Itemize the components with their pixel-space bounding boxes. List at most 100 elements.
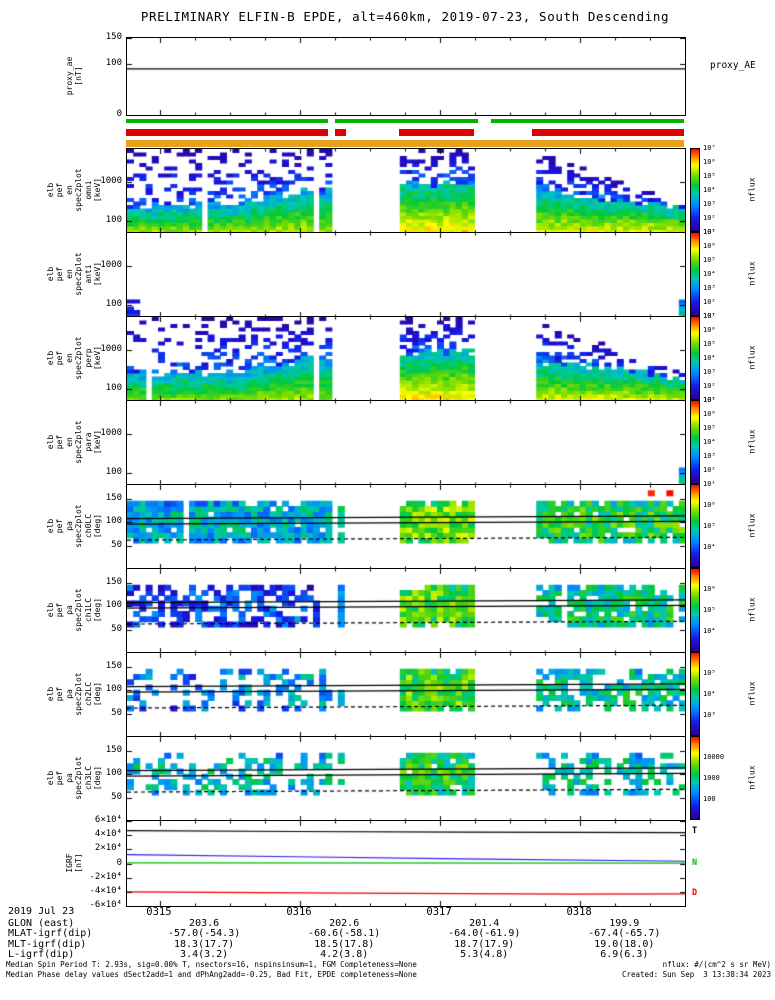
y-tick-label: 1000 <box>100 344 122 355</box>
energy-spectrogram-perp <box>126 316 686 402</box>
zone-bar-orange <box>126 140 684 147</box>
y-tick-label: 50 <box>111 791 122 802</box>
colorbar-tick-label: 10⁴ <box>703 438 716 446</box>
y-tick-label: 50 <box>111 707 122 718</box>
y-tick-label: 150 <box>105 32 122 42</box>
plot-title: PRELIMINARY ELFIN-B EPDE, alt=460km, 201… <box>140 9 670 24</box>
y-tick-label: 100 <box>105 215 122 226</box>
proxy-ae-series-label: proxy_AE <box>710 60 756 71</box>
igrf-component-label-D: D <box>692 888 698 899</box>
colorbar-tick-label: 10⁴ <box>703 543 716 551</box>
colorbar-tick-label: 10⁴ <box>703 186 716 194</box>
time-tick-label: 0315 <box>146 906 172 918</box>
ephemeris-row-label: MLAT-igrf(dip) <box>8 928 93 939</box>
colorbar-tick-label: 10² <box>703 297 716 306</box>
colorbar-tick-label: 10¹ <box>703 228 716 236</box>
y-tick-label: 150 <box>105 745 122 755</box>
ephemeris-value: 199.9 <box>609 917 640 929</box>
y-tick-label: 150 <box>105 493 122 503</box>
footer-phase-delay-note: Median Phase delay values dSect2add=1 an… <box>6 970 417 979</box>
time-tick-label: 0316 <box>286 906 312 918</box>
y-tick-label: 100 <box>105 383 122 394</box>
pitch-angle-spectrogram-ch2lc <box>126 652 686 738</box>
colorbar-tick-label: 100 <box>703 795 716 803</box>
colorbar-tick-label: 10³ <box>703 452 716 461</box>
ephemeris-value: 19.0(18.0) <box>594 938 655 950</box>
colorbar-tick-label: 10¹ <box>703 312 716 320</box>
colorbar-ch3 <box>690 736 700 820</box>
colorbar-tick-label: 10⁴ <box>703 354 716 362</box>
colorbar-ch2 <box>690 652 700 736</box>
y-tick-label: 50 <box>111 623 122 634</box>
colorbar-tick-label: 10⁷ <box>703 396 716 404</box>
y-tick-label: -2×10⁴ <box>89 871 122 882</box>
pitch-angle-spectrogram-ch1lc <box>126 568 686 654</box>
colorbar-tick-label: 10⁶ <box>703 501 716 509</box>
y-tick-label: -6×10⁴ <box>89 900 122 910</box>
colorbar-title-ch0: nflux <box>747 513 757 538</box>
colorbar-tick-label: 10³ <box>703 200 716 209</box>
colorbar-tick-label: 10⁷ <box>703 228 716 236</box>
colorbar-tick-label: 10⁶ <box>703 585 716 593</box>
colorbar-tick-label: 10⁶ <box>703 242 716 251</box>
y-tick-label: 0 <box>116 109 122 119</box>
footer-created-timestamp: Created: Sun Sep 3 13:38:34 2023 <box>621 970 771 979</box>
ephemeris-value: 5.3(4.8) <box>460 949 509 960</box>
pitch-angle-spectrogram-ch3lc <box>126 736 686 822</box>
colorbar-tick-label: 10000 <box>703 753 725 761</box>
y-tick-label: 6×10⁴ <box>94 815 122 825</box>
y-tick-label: 1000 <box>100 428 122 439</box>
ephemeris-value: 4.2(3.8) <box>320 949 369 960</box>
colorbar-omni <box>690 148 700 232</box>
colorbar-tick-label: 10⁵ <box>703 669 716 677</box>
ephemeris-value: -64.0(-61.9) <box>448 928 521 939</box>
ephemeris-value: -67.4(-65.7) <box>588 928 661 939</box>
colorbar-tick-label: 10² <box>703 381 716 390</box>
igrf-component-label-T: T <box>692 826 698 837</box>
colorbar-ch0 <box>690 484 700 568</box>
colorbar-title-anti: nflux <box>747 261 757 286</box>
colorbar-tick-label: 10⁴ <box>703 690 716 698</box>
energy-spectrogram-anti <box>126 232 686 318</box>
zone-bar-red <box>334 129 346 136</box>
colorbar-tick-label: 10¹ <box>703 480 716 488</box>
ephemeris-value: -57.0(-54.3) <box>167 928 241 939</box>
colorbar-tick-label: 10⁶ <box>703 326 716 335</box>
y-tick-label: 150 <box>105 661 122 671</box>
zone-bar-red <box>532 129 684 136</box>
colorbar-tick-label: 10⁴ <box>703 270 716 278</box>
zone-bar-red <box>398 129 475 136</box>
ephemeris-row-label: L-igrf(dip) <box>8 949 75 960</box>
colorbar-title-ch2: nflux <box>747 681 757 706</box>
colorbar-tick-label: 10⁴ <box>703 627 716 635</box>
colorbar-tick-label: 10⁷ <box>703 312 716 320</box>
y-tick-label: 4×10⁴ <box>94 829 122 840</box>
colorbar-perp <box>690 316 700 400</box>
colorbar-tick-label: 10² <box>703 465 716 474</box>
colorbar-title-ch3: nflux <box>747 765 757 790</box>
colorbar-title-omni: nflux <box>747 177 757 202</box>
colorbar-tick-label: 10⁵ <box>703 339 716 348</box>
colorbar-ch1 <box>690 568 700 652</box>
y-tick-label: 100 <box>105 467 122 478</box>
colorbar-tick-label: 10⁶ <box>703 410 716 419</box>
ephemeris-value: 3.4(3.2) <box>180 949 229 960</box>
ephemeris-row-label: GLON (east) <box>8 917 75 929</box>
colorbar-tick-label: 10⁷ <box>703 144 716 152</box>
igrf-component-label-N: N <box>692 857 698 868</box>
colorbar-tick-label: 10⁵ <box>703 171 716 180</box>
proxy-ae-line-plot <box>126 37 686 116</box>
colorbar-tick-label: 10³ <box>703 284 716 293</box>
y-tick-label: 100 <box>105 768 122 779</box>
y-tick-label: 100 <box>105 600 122 611</box>
zone-bar-green <box>334 119 478 123</box>
zone-bar-red <box>126 129 328 136</box>
colorbar-tick-label: 10⁵ <box>703 522 716 530</box>
zone-bar-green <box>126 119 328 123</box>
footer-flux-units: nflux: #/(cm^2 s sr MeV) <box>662 960 771 969</box>
ephemeris-value: 18.3(17.7) <box>174 938 235 950</box>
y-tick-label: 100 <box>105 57 122 68</box>
colorbar-tick-label: 10³ <box>703 711 716 719</box>
